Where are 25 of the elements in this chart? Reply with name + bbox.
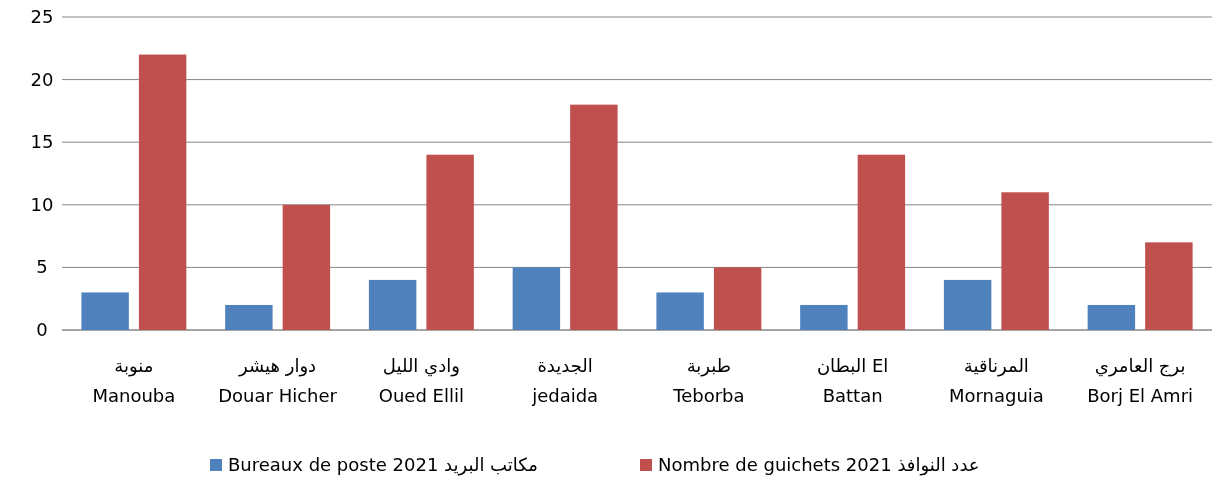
bar — [81, 292, 129, 330]
y-tick-label: 25 — [30, 6, 54, 27]
bar — [426, 154, 474, 330]
y-tick-label: 0 — [36, 319, 48, 340]
bar — [1087, 304, 1136, 330]
bar — [713, 267, 762, 330]
y-tick-label: 15 — [30, 131, 54, 153]
bar — [1001, 192, 1049, 330]
y-tick-label: 10 — [30, 193, 54, 215]
legend-label: Bureaux de poste 2021 مكاتب البريد — [228, 454, 538, 476]
bar — [800, 304, 848, 330]
bar — [943, 279, 992, 330]
bar — [857, 154, 906, 330]
bar — [282, 204, 331, 330]
bar — [512, 267, 561, 330]
bar — [368, 279, 417, 330]
y-tick-label: 20 — [30, 68, 54, 90]
bar — [225, 304, 273, 330]
bar — [656, 292, 704, 330]
bar — [570, 104, 618, 330]
axis-y: 0 5 10 15 20 25 — [30, 6, 1213, 340]
legend-label: Nombre de guichets 2021 عدد النوافذ — [658, 454, 980, 476]
bar — [1145, 242, 1193, 330]
bar — [138, 54, 187, 330]
y-tick-label: 5 — [36, 256, 48, 278]
